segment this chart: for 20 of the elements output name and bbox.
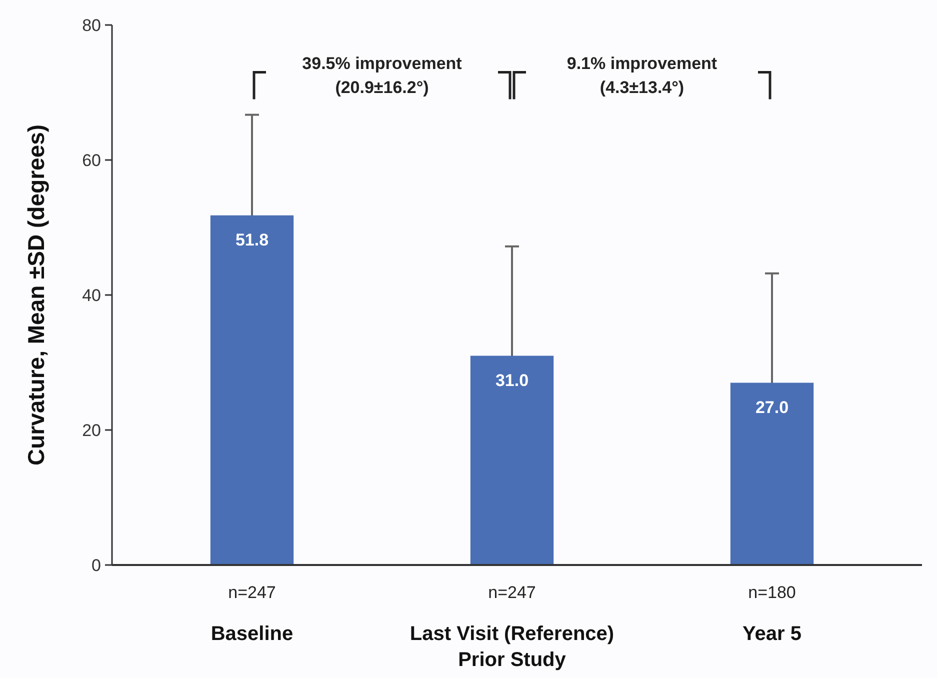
y-tick-label: 80	[82, 16, 101, 35]
data-label: 27.0	[755, 398, 789, 417]
annotation: 9.1% improvement (4.3±13.4°)	[566, 54, 718, 97]
bar	[470, 356, 554, 565]
data-label: 51.8	[235, 230, 269, 250]
text: n=247	[228, 583, 276, 602]
y-axis-title: Curvature, Mean ±SD (degrees)	[23, 124, 49, 466]
x-tick-label: Baseline	[210, 623, 294, 645]
data-label: 31.0	[495, 370, 529, 390]
y-tick-label: 0	[92, 556, 101, 575]
annotation: 39.5% improvement (20.9±16.2°)	[302, 54, 462, 97]
text: n=180	[748, 583, 796, 602]
x-tick-label: Last Visit (Reference) Prior Study	[410, 623, 614, 671]
x-tick-label: Year 5	[742, 623, 802, 645]
y-tick-label: 40	[82, 286, 101, 305]
text: n=247	[488, 583, 536, 602]
y-tick-label: 60	[82, 150, 101, 170]
y-tick-label: 20	[82, 420, 101, 440]
bar	[730, 382, 814, 565]
bar	[210, 215, 294, 565]
